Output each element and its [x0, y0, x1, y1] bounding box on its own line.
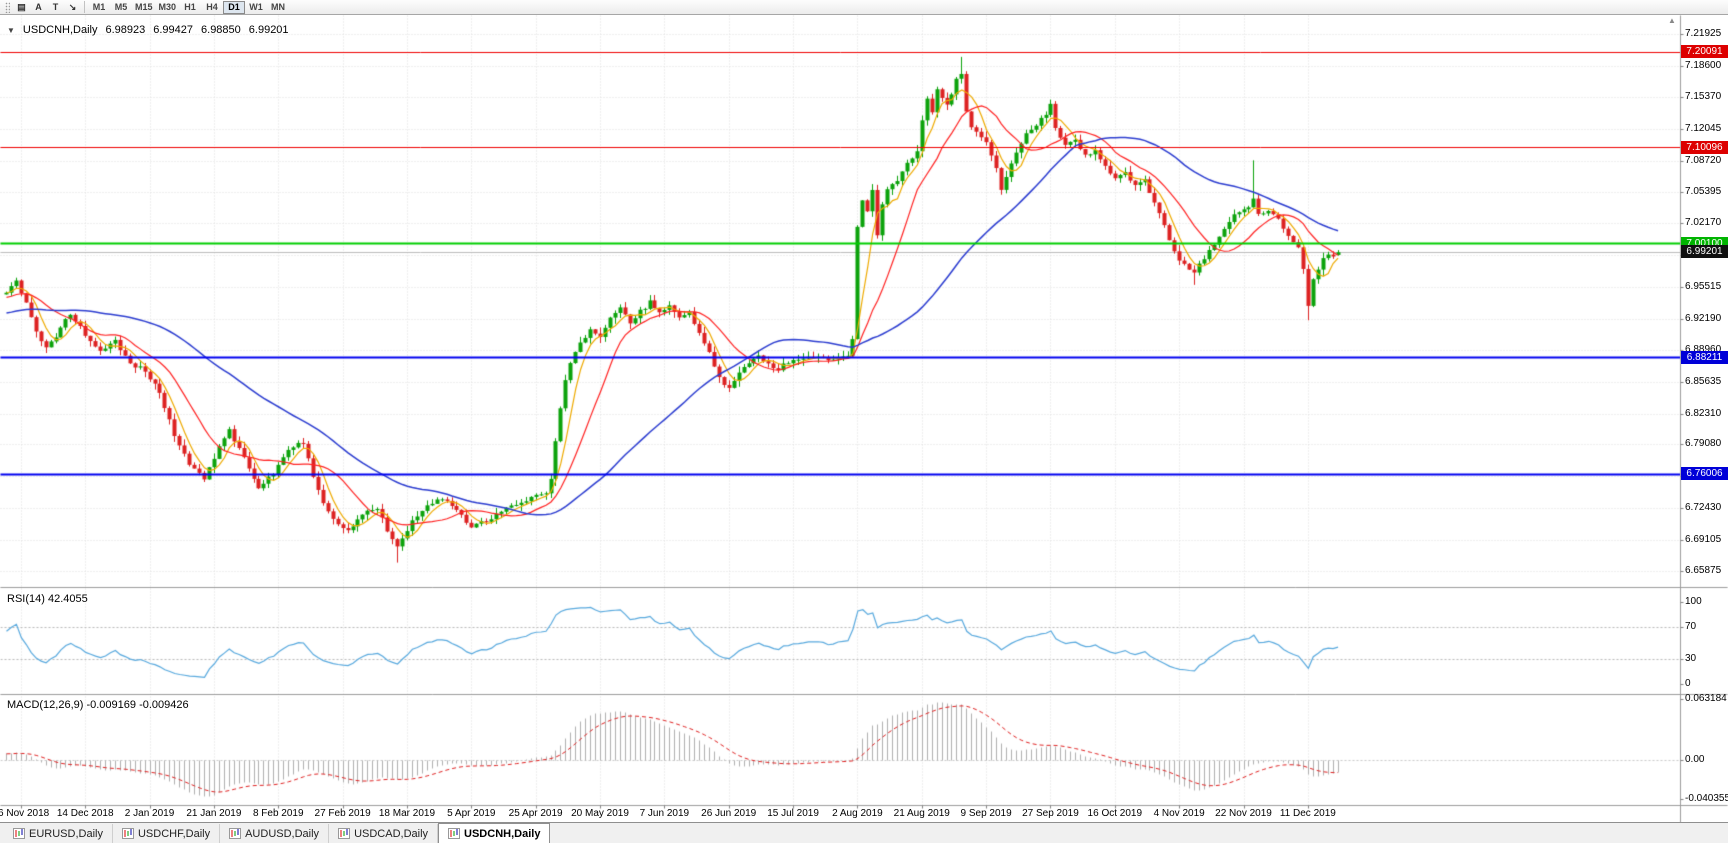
chart-tab-label: USDCHF,Daily: [137, 827, 211, 840]
timeframe-w1-button[interactable]: W1: [245, 1, 267, 14]
chart-list-tool-button[interactable]: ▤: [13, 1, 30, 14]
timeframe-m15-button[interactable]: M15: [132, 1, 156, 14]
top-toolbar: ▤ A T ↘ M1 M5 M15 M30 H1 H4 D1 W1 MN: [0, 0, 1728, 15]
chart-tab-label: EURUSD,Daily: [29, 827, 103, 840]
chart-tab-label: USDCAD,Daily: [354, 827, 429, 840]
chart-tab-usdcnh-active[interactable]: USDCNH,Daily: [438, 823, 551, 843]
timeframe-h4-button[interactable]: H4: [201, 1, 223, 14]
timeframe-mn-button[interactable]: MN: [267, 1, 289, 14]
timeframe-m30-button[interactable]: M30: [156, 1, 180, 14]
price-chart-canvas[interactable]: [0, 15, 1728, 822]
timeframe-d1-button[interactable]: D1: [223, 0, 246, 14]
chart-tabs-bar: EURUSD,Daily USDCHF,Daily AUDUSD,Daily U…: [0, 822, 1728, 843]
chart-tab-usdcad[interactable]: USDCAD,Daily: [329, 824, 439, 843]
label-tool-button[interactable]: T: [47, 1, 64, 14]
chart-tab-audusd[interactable]: AUDUSD,Daily: [220, 824, 330, 843]
chart-tab-icon: [121, 828, 134, 839]
chart-region: ▼ USDCNH,Daily 6.98923 6.99427 6.98850 6…: [0, 15, 1728, 822]
chart-tab-icon: [338, 828, 351, 839]
chart-tab-label: AUDUSD,Daily: [245, 827, 320, 840]
timeframe-m1-button[interactable]: M1: [88, 1, 110, 14]
arrow-tool-button[interactable]: ↘: [64, 1, 81, 14]
timeframe-h1-button[interactable]: H1: [179, 1, 201, 14]
chart-tab-icon: [229, 828, 242, 839]
chart-tab-icon: [448, 828, 461, 839]
chart-tab-eurusd[interactable]: EURUSD,Daily: [4, 824, 113, 843]
text-tool-button[interactable]: A: [30, 1, 47, 14]
chart-tab-usdchf[interactable]: USDCHF,Daily: [113, 824, 221, 843]
chart-tab-icon: [13, 828, 25, 839]
toolbar-grip[interactable]: [5, 1, 10, 13]
chart-tab-label: USDCNH,Daily: [464, 827, 541, 840]
timeframe-m5-button[interactable]: M5: [110, 1, 132, 14]
toolbar-separator: [84, 1, 85, 13]
